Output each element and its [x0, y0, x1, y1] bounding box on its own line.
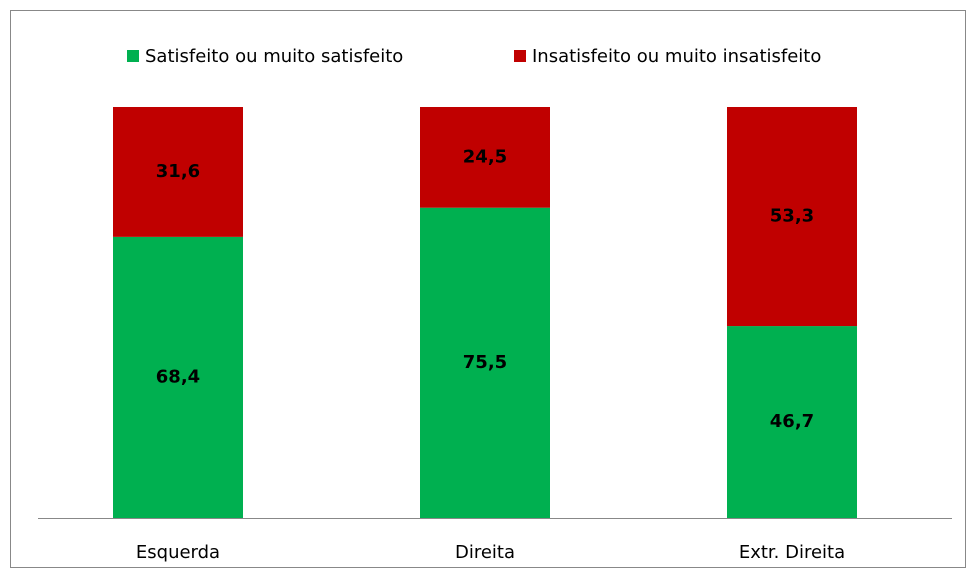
value-label: 68,4: [156, 366, 200, 387]
bar-segment: [727, 326, 857, 518]
value-label: 75,5: [463, 352, 507, 373]
x-tick-label: Esquerda: [136, 542, 220, 563]
legend-swatch: [127, 50, 139, 62]
legend-label: Satisfeito ou muito satisfeito: [145, 46, 403, 67]
legend-label: Insatisfeito ou muito insatisfeito: [532, 46, 821, 67]
legend-swatch: [514, 50, 526, 62]
value-label: 24,5: [463, 146, 507, 167]
x-tick-label: Extr. Direita: [739, 542, 845, 563]
bar-segment: [727, 107, 857, 327]
bar-segment: [113, 236, 243, 518]
bar-segment: [113, 107, 243, 237]
x-tick-label: Direita: [455, 542, 515, 563]
bar-segment: [420, 107, 550, 208]
value-label: 46,7: [770, 411, 814, 432]
value-label: 31,6: [156, 161, 200, 182]
value-label: 53,3: [770, 206, 814, 227]
bar-segment: [420, 207, 550, 518]
